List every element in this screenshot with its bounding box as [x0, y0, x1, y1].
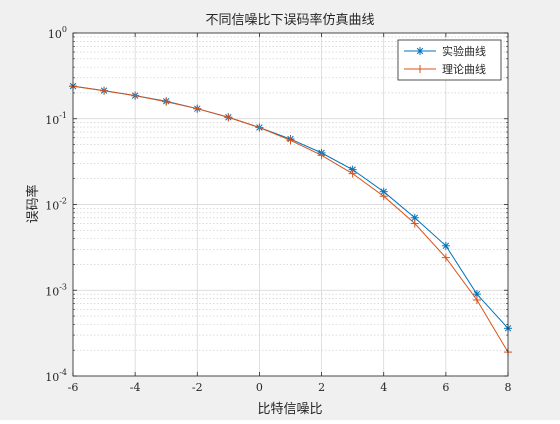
- legend-box: [397, 39, 502, 81]
- x-axis-title: 比特信噪比: [257, 402, 322, 417]
- data-point-1: [286, 136, 295, 145]
- data-point-0-stroke: [411, 214, 419, 222]
- y-tick-label: 10-2: [45, 197, 67, 213]
- legend-marker-glyph: [416, 65, 424, 73]
- y-axis-title: 误码率: [25, 184, 41, 223]
- data-point-1: [348, 169, 357, 178]
- data-point-0: [441, 241, 450, 250]
- x-tick-label: -6: [68, 381, 79, 394]
- chart-title: 不同信噪比下误码率仿真曲线: [205, 12, 374, 28]
- data-point-1: [441, 253, 450, 262]
- x-tick-label: 2: [318, 381, 325, 394]
- legend: 实验曲线 理论曲线: [397, 39, 502, 81]
- data-point-0-stroke: [349, 166, 356, 173]
- data-point-1: [317, 151, 326, 160]
- series-layer: [69, 82, 512, 357]
- y-tick-label: 100: [48, 25, 67, 41]
- y-tick-label: 10-1: [45, 111, 67, 127]
- data-point-1: [193, 104, 202, 113]
- data-point-1: [131, 91, 140, 100]
- data-point-1: [162, 97, 171, 106]
- data-point-1: [224, 113, 233, 122]
- legend-label-experimental: 实验曲线: [442, 44, 486, 58]
- legend-label-theoretical: 理论曲线: [442, 62, 486, 76]
- x-tick-label: 6: [442, 381, 449, 394]
- data-point-1: [379, 192, 388, 201]
- legend-marker-theoretical: [416, 65, 424, 73]
- y-tick-label: 10-3: [45, 282, 67, 298]
- data-point-0-stroke: [442, 242, 450, 250]
- legend-marker-experimental: [416, 47, 424, 55]
- data-point-1: [100, 86, 109, 95]
- data-point-0: [410, 213, 419, 222]
- data-point-0: [472, 290, 481, 299]
- x-tick-label: 8: [505, 381, 512, 394]
- x-tick-label: 4: [380, 381, 387, 394]
- data-point-0: [379, 187, 388, 196]
- data-point-0-stroke: [380, 188, 387, 195]
- data-point-1: [472, 295, 481, 304]
- x-tick-label: -2: [192, 381, 203, 394]
- x-tick-label: -4: [130, 381, 141, 394]
- data-point-1: [255, 123, 264, 132]
- x-tick-label: 0: [256, 381, 263, 394]
- data-point-1: [410, 219, 419, 228]
- legend-marker-glyph-stroke: [416, 47, 424, 55]
- y-tick-label: 10-4: [45, 368, 67, 384]
- legend-marker-glyph: [416, 47, 424, 55]
- data-point-0-stroke: [473, 290, 481, 298]
